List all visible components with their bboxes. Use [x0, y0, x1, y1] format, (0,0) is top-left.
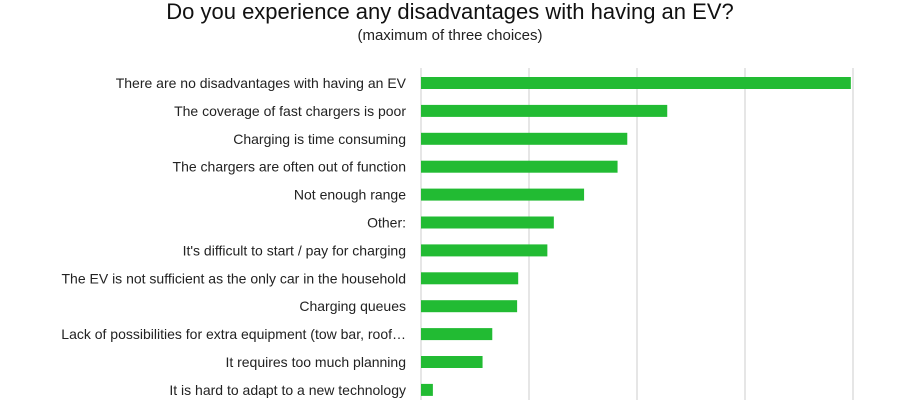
bar-2[interactable]	[421, 132, 628, 145]
bar-8[interactable]	[421, 300, 518, 313]
bar-9[interactable]	[421, 328, 493, 341]
category-label-1: The coverage of fast chargers is poor	[174, 103, 406, 119]
category-label-10: It requires too much planning	[225, 354, 406, 370]
bar-3[interactable]	[421, 160, 618, 173]
category-label-8: Charging queues	[299, 298, 406, 314]
category-label-2: Charging is time consuming	[233, 131, 406, 147]
bar-5[interactable]	[421, 216, 554, 229]
bar-6[interactable]	[421, 244, 548, 257]
bar-7[interactable]	[421, 272, 519, 285]
category-label-5: Other:	[367, 215, 406, 231]
category-label-9: Lack of possibilities for extra equipmen…	[61, 326, 406, 342]
bar-11[interactable]	[421, 383, 433, 396]
category-label-6: It's difficult to start / pay for chargi…	[183, 242, 406, 258]
category-label-7: The EV is not sufficient as the only car…	[61, 270, 406, 286]
bar-1[interactable]	[421, 104, 668, 117]
category-label-11: It is hard to adapt to a new technology	[169, 382, 406, 398]
bar-4[interactable]	[421, 188, 585, 201]
category-label-3: The chargers are often out of function	[173, 159, 406, 175]
chart-subtitle: (maximum of three choices)	[357, 27, 543, 44]
bar-10[interactable]	[421, 356, 483, 368]
chart-title: Do you experience any disadvantages with…	[166, 0, 734, 24]
category-label-4: Not enough range	[294, 187, 406, 203]
category-label-0: There are no disadvantages with having a…	[116, 75, 407, 91]
bar-0[interactable]	[421, 77, 851, 89]
